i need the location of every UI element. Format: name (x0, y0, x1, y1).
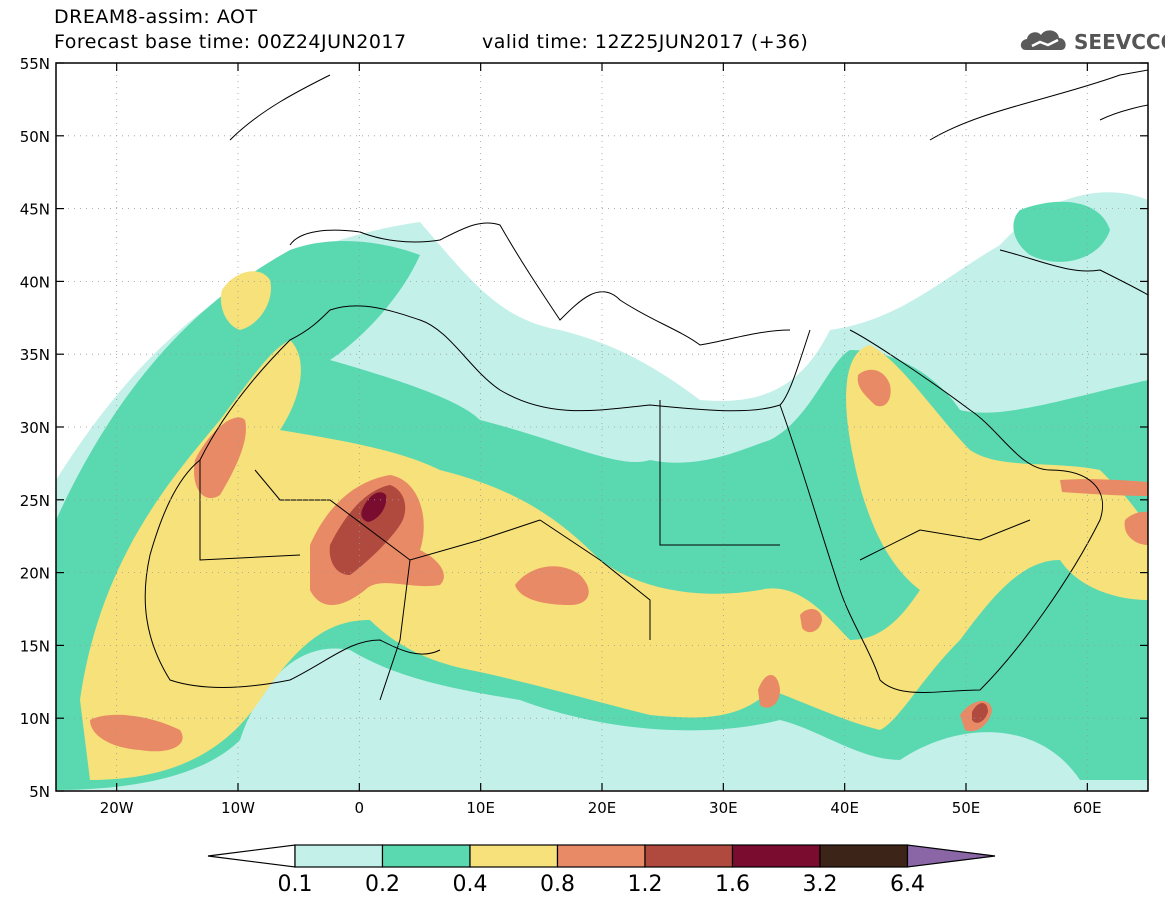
colorbar-over-arrow (906, 844, 996, 868)
colorbar-segment (644, 844, 734, 868)
lat-label: 35N (20, 346, 50, 364)
aot-band-0.8-iraq (857, 369, 891, 407)
latitude-labels: 55N 50N 45N 40N 35N 30N 25N 20N 15N 10N 5N (20, 55, 50, 801)
coastlines (144, 69, 1148, 701)
colorbar-label: 0.2 (365, 872, 400, 897)
lon-label: 0 (355, 799, 365, 817)
aot-band-0.8-eritrea (800, 608, 822, 633)
aot-band-0.8-westafrica (90, 714, 183, 752)
product-title: DREAM8-assim: AOT (54, 6, 258, 28)
colorbar-label: 1.2 (628, 872, 663, 897)
aot-band-0.8-morocco (194, 417, 246, 499)
aot-fields (56, 192, 1148, 790)
lon-label: 20E (588, 799, 617, 817)
lon-label: 10E (466, 799, 495, 817)
aot-band-0.8-arabiansea (1124, 511, 1148, 545)
colorbar-label: 0.4 (453, 872, 488, 897)
aot-band-0.4-iberia (220, 271, 271, 330)
aot-colorbar (207, 844, 996, 868)
colorbar-label: 0.8 (540, 872, 575, 897)
logo-text: SEEVCCC (1074, 30, 1165, 54)
colorbar-label: 1.6 (715, 872, 750, 897)
colorbar-segment (731, 844, 821, 868)
colorbar-segment (556, 844, 646, 868)
aot-band-0.8-oman (1060, 479, 1148, 496)
colorbar-segment (381, 844, 471, 868)
aot-band-0.8-sudan (758, 675, 780, 708)
lat-label: 25N (20, 492, 50, 510)
lon-label: 50E (952, 799, 981, 817)
graticule (56, 62, 1148, 792)
lat-label: 50N (20, 128, 50, 146)
lon-label: 30E (709, 799, 738, 817)
aot-band-0.8-chad (515, 566, 589, 605)
lat-label: 10N (20, 710, 50, 728)
aot-band-0.2-caspian (1013, 201, 1110, 262)
colorbar-under-arrow (207, 844, 296, 868)
lon-label: 40E (830, 799, 859, 817)
aot-band-1.2 (329, 485, 406, 575)
lat-label: 20N (20, 565, 50, 583)
colorbar-label: 0.1 (278, 872, 313, 897)
colorbar-segment (469, 844, 559, 868)
forecast-base-time: Forecast base time: 00Z24JUN2017 (54, 31, 407, 53)
lat-label: 40N (20, 273, 50, 291)
seevccc-logo: SEEVCCC (1018, 22, 1165, 58)
lat-label: 45N (20, 201, 50, 219)
aot-band-1.2-somalia (972, 703, 988, 723)
colorbar-segment (294, 844, 384, 868)
lat-label: 55N (20, 55, 50, 73)
longitude-labels: 20W 10W 0 10E 20E 30E 40E 50E 60E (100, 799, 1102, 817)
lon-label: 60E (1073, 799, 1102, 817)
lat-label: 30N (20, 419, 50, 437)
aot-band-0.4 (80, 340, 1148, 780)
cloud-icon (1020, 30, 1066, 50)
lon-label: 20W (100, 799, 134, 817)
colorbar-label: 6.4 (890, 872, 925, 897)
colorbar-labels: 0.1 0.2 0.4 0.8 1.2 1.6 3.2 6.4 (278, 872, 926, 897)
lat-label: 5N (29, 783, 50, 801)
lat-label: 15N (20, 637, 50, 655)
colorbar-label: 3.2 (803, 872, 838, 897)
valid-time: valid time: 12Z25JUN2017 (+36) (482, 31, 809, 53)
colorbar-segment (819, 844, 909, 868)
lon-label: 10W (221, 799, 255, 817)
